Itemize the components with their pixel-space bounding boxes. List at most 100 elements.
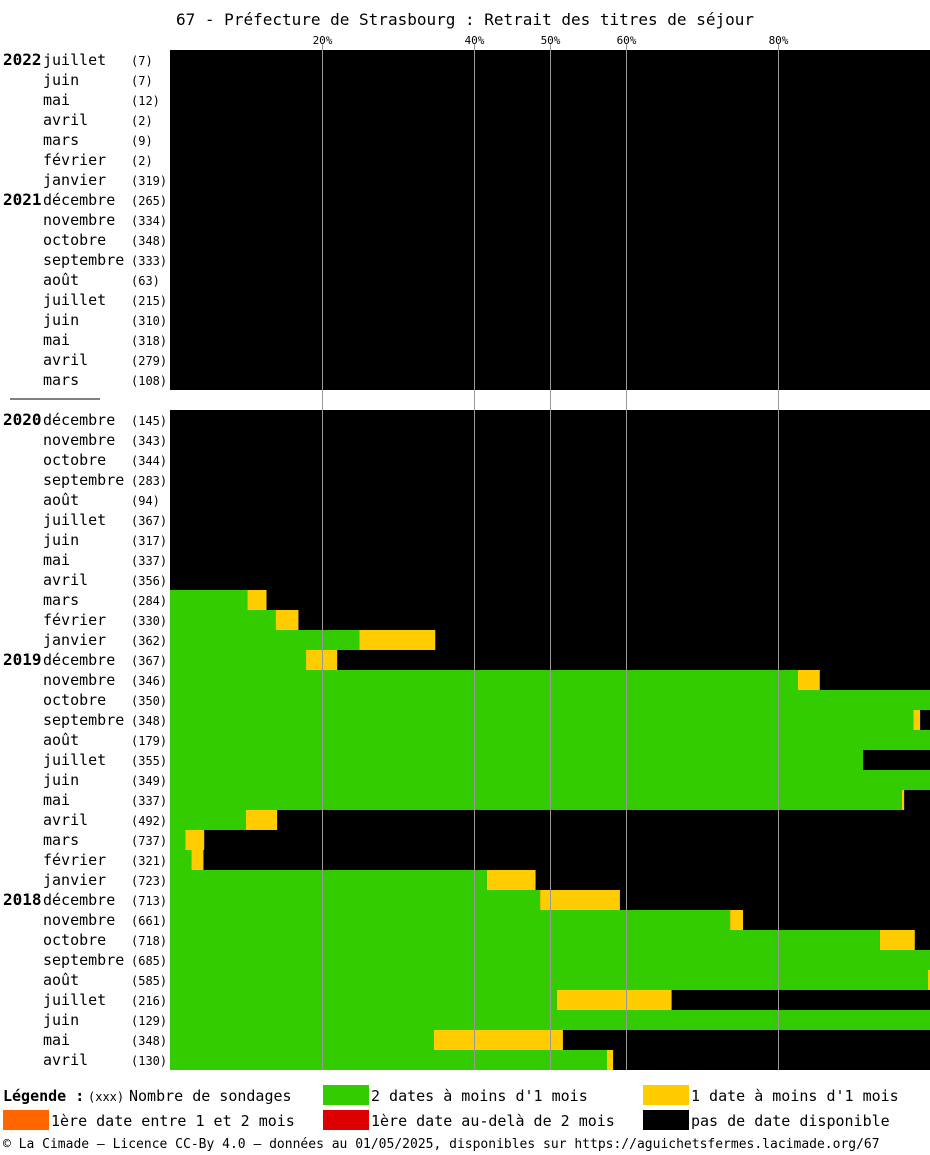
row-month-label: octobre (43, 451, 106, 469)
bar-segment-two-dates (170, 890, 541, 910)
bar-segment-one-date (556, 990, 672, 1010)
row-count-label: (367) (131, 514, 167, 528)
row-month-label: août (43, 731, 79, 749)
row-year-label: 2018 (3, 890, 42, 909)
row-count-label: (310) (131, 314, 167, 328)
bar-segment-one-date (607, 1050, 614, 1070)
bar-segment-two-dates (170, 910, 731, 930)
row-month-label: mars (43, 371, 79, 389)
row-count-label: (279) (131, 354, 167, 368)
row-month-label: juillet (43, 751, 106, 769)
row-count-label: (585) (131, 974, 167, 988)
row-month-label: décembre (43, 411, 115, 429)
bar-segment-two-dates (170, 750, 864, 770)
x-tick-label: 40% (465, 34, 485, 47)
row-month-label: février (43, 851, 106, 869)
row-month-label: septembre (43, 471, 124, 489)
row-month-label: avril (43, 111, 88, 129)
row-month-label: septembre (43, 251, 124, 269)
legend-label-green: 2 dates à moins d'1 mois (371, 1087, 588, 1105)
bar-segment-one-date (433, 1030, 563, 1050)
row-count-label: (661) (131, 914, 167, 928)
bar-segment-two-dates (170, 850, 192, 870)
row-month-label: août (43, 491, 79, 509)
row-count-label: (265) (131, 194, 167, 208)
bar-segment-two-dates (170, 630, 360, 650)
legend-swatch-red (323, 1110, 369, 1130)
bar-segment-one-date (359, 630, 436, 650)
row-month-label: janvier (43, 171, 106, 189)
row-month-label: mai (43, 331, 70, 349)
row-year-label: 2019 (3, 650, 42, 669)
row-count-label: (723) (131, 874, 167, 888)
row-count-label: (367) (131, 654, 167, 668)
row-month-label: juillet (43, 511, 106, 529)
row-month-label: novembre (43, 911, 115, 929)
row-month-label: février (43, 151, 106, 169)
row-month-label: avril (43, 811, 88, 829)
row-month-label: novembre (43, 671, 115, 689)
bar-segment-two-dates (170, 610, 276, 630)
row-month-label: juin (43, 1011, 79, 1029)
legend-label-orange: 1ère date entre 1 et 2 mois (51, 1112, 295, 1130)
row-month-label: janvier (43, 631, 106, 649)
row-month-label: août (43, 271, 79, 289)
bar-segment-one-date (275, 610, 299, 630)
bar-segment-one-date (191, 850, 204, 870)
bar-segment-two-dates (170, 930, 880, 950)
row-month-label: août (43, 971, 79, 989)
row-count-label: (317) (131, 534, 167, 548)
row-count-label: (685) (131, 954, 167, 968)
row-month-label: juin (43, 71, 79, 89)
legend-swatch-orange (3, 1110, 49, 1130)
row-count-label: (348) (131, 234, 167, 248)
row-count-label: (2) (131, 154, 153, 168)
legend-swatch-green (323, 1085, 369, 1105)
bar-segment-one-date (901, 790, 905, 810)
bar-segment-one-date (927, 970, 930, 990)
row-month-label: avril (43, 351, 88, 369)
chart-title: 67 - Préfecture de Strasbourg : Retrait … (176, 10, 754, 29)
row-count-label: (179) (131, 734, 167, 748)
row-month-label: octobre (43, 931, 106, 949)
row-count-label: (334) (131, 214, 167, 228)
row-count-label: (337) (131, 554, 167, 568)
chart: 2022 juillet (7)juin (7)mai (12)avril (2)mars… (3, 34, 930, 1070)
x-tick-label: 20% (313, 34, 333, 47)
row-count-label: (492) (131, 814, 167, 828)
bar-segment-one-date (246, 810, 278, 830)
row-count-label: (321) (131, 854, 167, 868)
row-year-label: 2022 (3, 50, 42, 69)
row-month-label: septembre (43, 951, 124, 969)
row-month-label: mars (43, 831, 79, 849)
bar-segment-two-dates (170, 670, 798, 690)
row-month-label: novembre (43, 211, 115, 229)
bar-segment-one-date (730, 910, 744, 930)
row-month-label: décembre (43, 651, 115, 669)
row-month-label: mars (43, 131, 79, 149)
row-count-label: (94) (131, 494, 160, 508)
row-count-label: (108) (131, 374, 167, 388)
row-count-label: (330) (131, 614, 167, 628)
bar-segment-two-dates (170, 1050, 607, 1070)
row-count-label: (145) (131, 414, 167, 428)
row-count-label: (737) (131, 834, 167, 848)
legend-count-label: Nombre de sondages (129, 1087, 292, 1105)
row-count-label: (2) (131, 114, 153, 128)
legend-swatch-yellow (643, 1085, 689, 1105)
row-count-label: (337) (131, 794, 167, 808)
row-count-label: (718) (131, 934, 167, 948)
row-count-label: (318) (131, 334, 167, 348)
bar-segment-two-dates (170, 590, 248, 610)
bar-segment-one-date (540, 890, 620, 910)
bar-segment-two-dates (170, 810, 246, 830)
bar-segment-one-date (247, 590, 267, 610)
row-count-label: (362) (131, 634, 167, 648)
bar-segment-one-date (797, 670, 820, 690)
bar-segment-one-date (185, 830, 205, 850)
legend-swatch-black (643, 1110, 689, 1130)
row-year-label: 2021 (3, 190, 42, 209)
row-count-label: (344) (131, 454, 167, 468)
row-month-label: novembre (43, 431, 115, 449)
row-count-label: (130) (131, 1054, 167, 1068)
